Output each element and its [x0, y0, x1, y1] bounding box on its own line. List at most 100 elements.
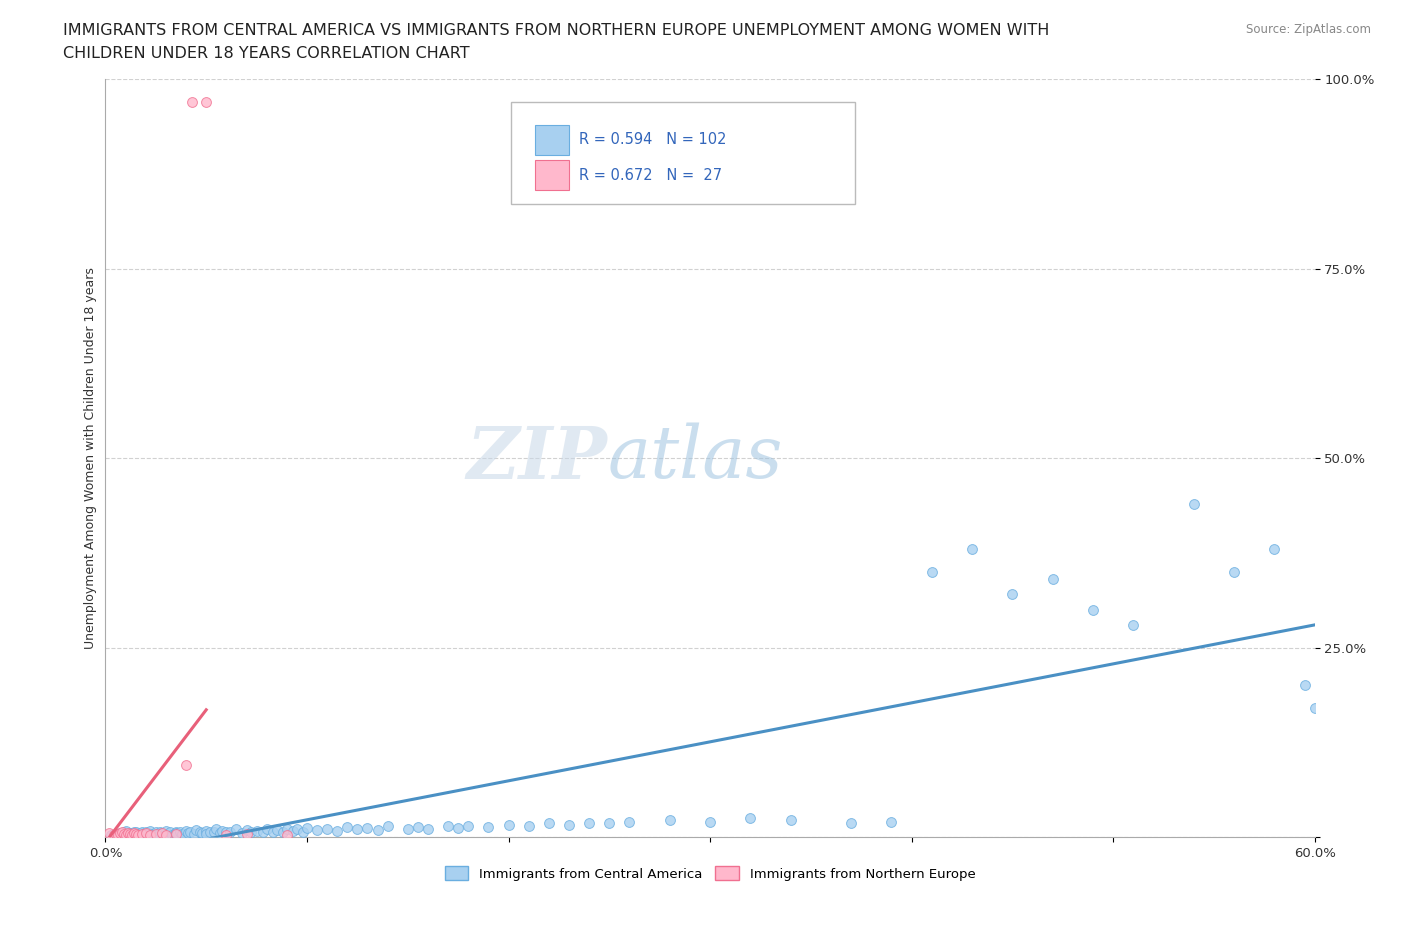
- FancyBboxPatch shape: [510, 101, 855, 204]
- Point: [121, 827, 143, 842]
- Point: [100, 828, 122, 843]
- Point: [276, 821, 298, 836]
- Point: [396, 821, 419, 836]
- Point: [112, 825, 135, 840]
- Point: [880, 815, 903, 830]
- Text: ZIP: ZIP: [467, 422, 607, 494]
- Point: [740, 811, 762, 826]
- Point: [219, 825, 242, 840]
- Point: [139, 823, 162, 838]
- Point: [235, 823, 257, 838]
- Point: [346, 822, 368, 837]
- Point: [1001, 587, 1024, 602]
- Point: [262, 824, 284, 839]
- Point: [578, 816, 600, 830]
- Point: [132, 827, 155, 842]
- Point: [141, 827, 163, 842]
- Point: [104, 828, 127, 843]
- Point: [326, 823, 349, 838]
- Point: [960, 541, 983, 556]
- Point: [517, 819, 540, 834]
- Point: [181, 94, 204, 109]
- Point: [295, 820, 318, 835]
- Point: [108, 826, 131, 841]
- Point: [202, 825, 225, 840]
- Point: [112, 827, 135, 842]
- Text: Source: ZipAtlas.com: Source: ZipAtlas.com: [1246, 23, 1371, 36]
- Point: [131, 827, 153, 842]
- Point: [114, 828, 136, 843]
- Point: [98, 826, 121, 841]
- Point: [150, 826, 173, 841]
- Point: [155, 823, 177, 838]
- Point: [118, 826, 141, 841]
- Point: [235, 827, 257, 842]
- Text: atlas: atlas: [607, 423, 783, 493]
- Point: [1303, 700, 1326, 715]
- Point: [215, 828, 238, 843]
- Point: [366, 823, 388, 838]
- Point: [165, 826, 187, 841]
- Point: [377, 819, 399, 834]
- Point: [179, 824, 201, 839]
- Point: [107, 828, 129, 843]
- Point: [699, 815, 721, 830]
- Point: [188, 825, 211, 840]
- Point: [839, 816, 862, 830]
- Point: [291, 824, 314, 839]
- Point: [191, 826, 214, 841]
- FancyBboxPatch shape: [534, 125, 568, 154]
- Point: [127, 828, 149, 843]
- Point: [1263, 541, 1285, 556]
- Point: [498, 817, 520, 832]
- Point: [1223, 565, 1246, 579]
- Point: [209, 826, 232, 841]
- Point: [135, 826, 157, 841]
- Y-axis label: Unemployment Among Women with Children Under 18 years: Unemployment Among Women with Children U…: [84, 267, 97, 649]
- Point: [225, 822, 247, 837]
- Point: [104, 827, 127, 842]
- Point: [131, 824, 153, 839]
- Point: [252, 825, 274, 840]
- Point: [135, 825, 157, 840]
- Point: [145, 825, 167, 840]
- Point: [457, 818, 479, 833]
- Point: [122, 824, 145, 839]
- Point: [200, 824, 222, 839]
- Point: [336, 819, 359, 834]
- Point: [110, 827, 132, 842]
- Point: [211, 823, 233, 838]
- Point: [246, 823, 269, 838]
- Point: [1294, 678, 1316, 693]
- Point: [316, 821, 339, 836]
- Point: [150, 826, 173, 841]
- Text: R = 0.672   N =  27: R = 0.672 N = 27: [579, 167, 723, 183]
- Point: [170, 827, 193, 842]
- Point: [174, 823, 197, 838]
- Point: [239, 824, 262, 839]
- Point: [416, 822, 439, 837]
- Point: [921, 565, 943, 579]
- Point: [174, 758, 197, 773]
- Point: [177, 826, 200, 841]
- Point: [285, 822, 308, 837]
- Point: [114, 828, 136, 843]
- Point: [276, 828, 298, 843]
- Point: [124, 827, 148, 842]
- Point: [195, 94, 218, 109]
- Point: [145, 828, 167, 843]
- Point: [537, 816, 560, 830]
- Point: [136, 826, 159, 841]
- Point: [281, 823, 304, 838]
- Point: [1122, 618, 1144, 632]
- Point: [183, 827, 205, 842]
- Point: [1081, 603, 1104, 618]
- Point: [307, 823, 329, 838]
- Point: [215, 824, 238, 839]
- Point: [1182, 496, 1205, 511]
- Point: [195, 823, 218, 838]
- Point: [271, 825, 294, 840]
- Text: CHILDREN UNDER 18 YEARS CORRELATION CHART: CHILDREN UNDER 18 YEARS CORRELATION CHAR…: [63, 46, 470, 61]
- Point: [139, 828, 162, 843]
- Point: [155, 828, 177, 843]
